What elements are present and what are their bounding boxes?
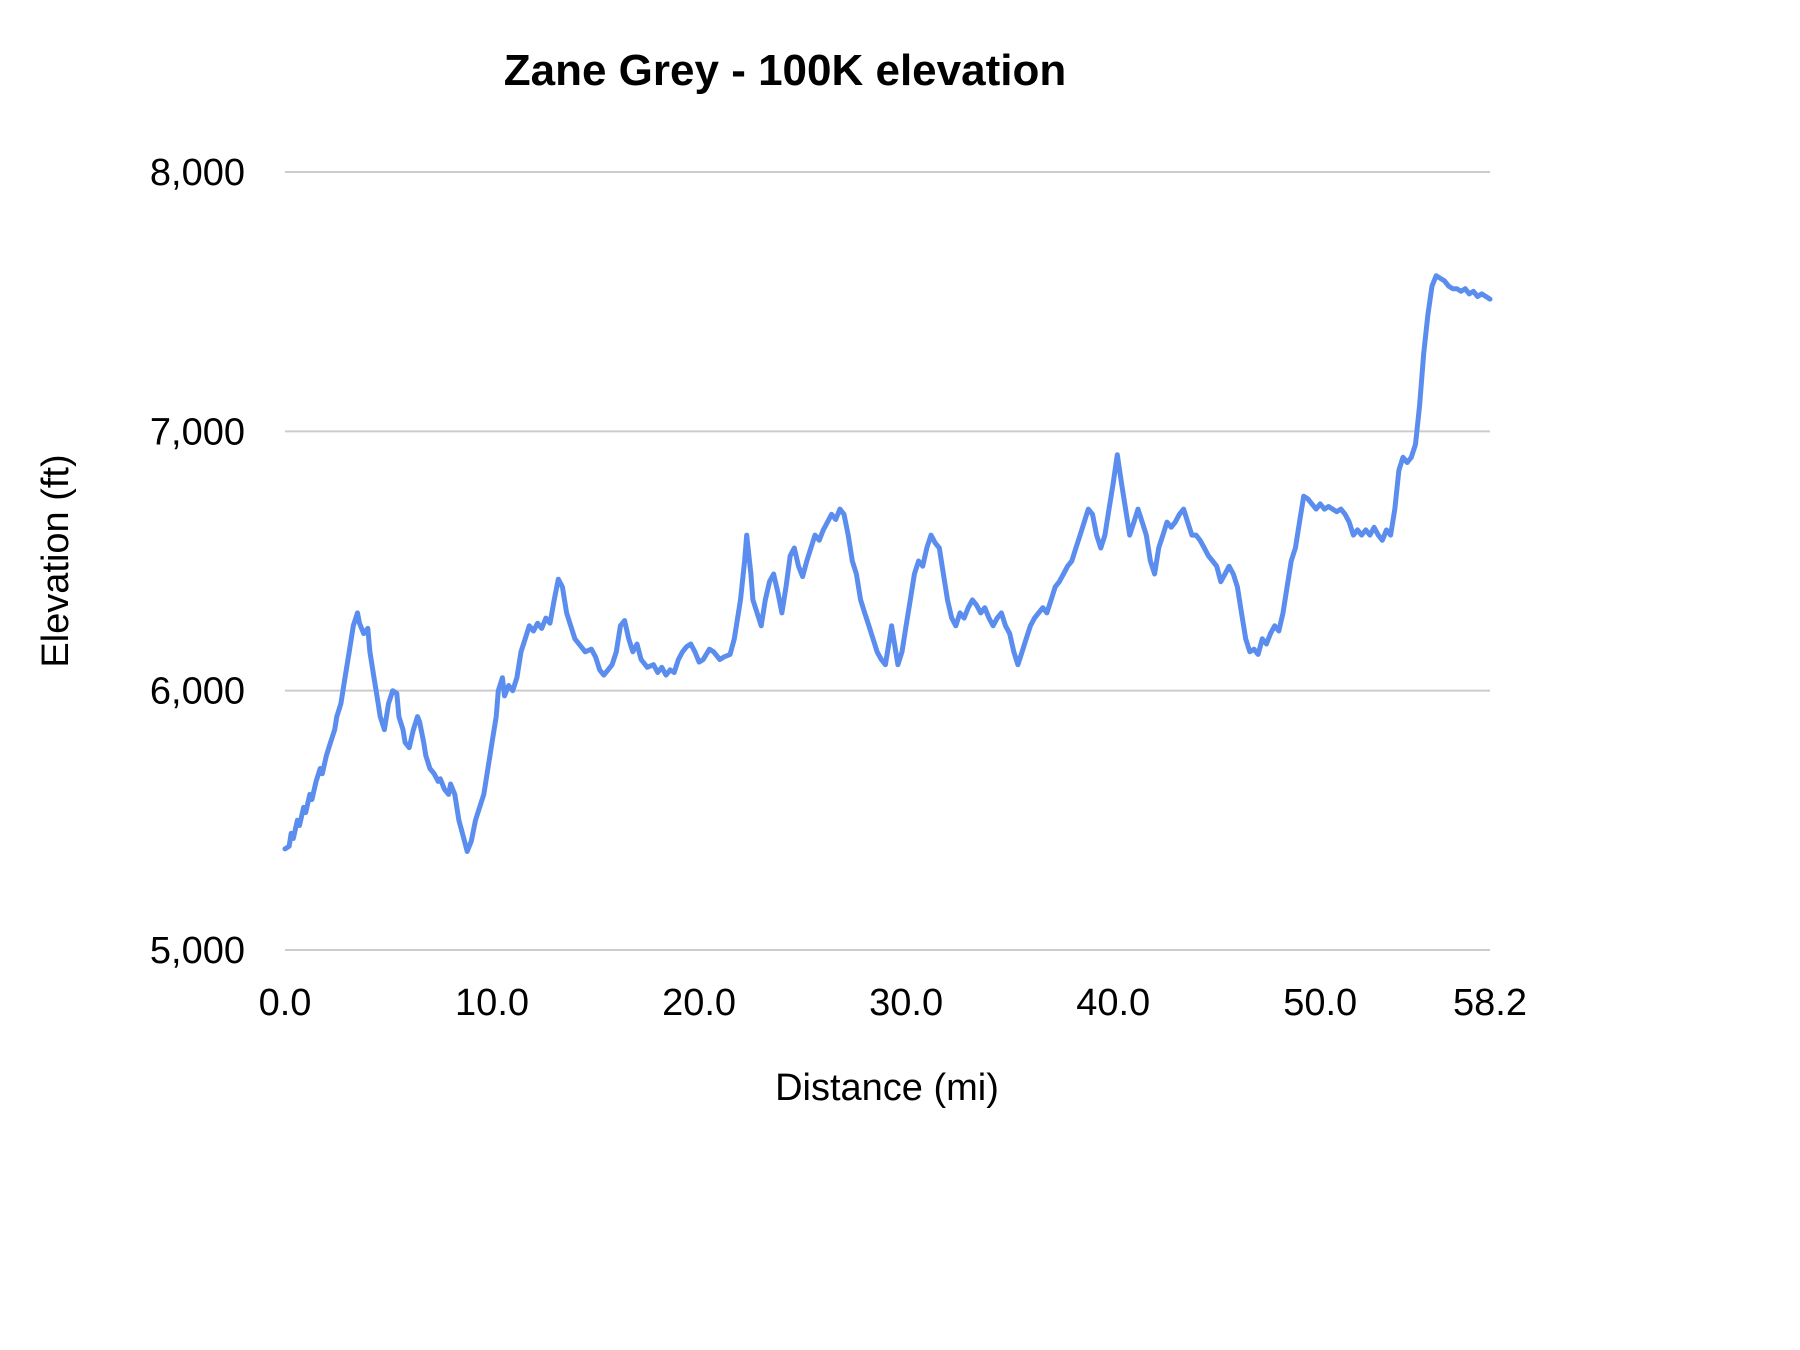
elevation-series bbox=[282, 273, 1493, 854]
y-tick-labels: 5,000 6,000 7,000 8,000 bbox=[150, 152, 245, 972]
x-tick-label: 10.0 bbox=[455, 982, 529, 1024]
x-tick-label: 20.0 bbox=[662, 982, 736, 1024]
y-tick-label: 5,000 bbox=[150, 930, 245, 972]
y-axis-title: Elevation (ft) bbox=[35, 454, 77, 667]
y-tick-label: 7,000 bbox=[150, 411, 245, 453]
elevation-line bbox=[282, 273, 1493, 854]
x-tick-label: 40.0 bbox=[1076, 982, 1150, 1024]
gridlines bbox=[285, 171, 1490, 951]
x-tick-label: 30.0 bbox=[869, 982, 943, 1024]
y-tick-label: 6,000 bbox=[150, 671, 245, 713]
x-tick-label: 0.0 bbox=[259, 982, 312, 1024]
x-tick-label: 50.0 bbox=[1283, 982, 1357, 1024]
x-axis-title: Distance (mi) bbox=[775, 1067, 999, 1109]
chart-title: Zane Grey - 100K elevation bbox=[504, 46, 1066, 95]
y-tick-label: 8,000 bbox=[150, 152, 245, 194]
x-tick-label: 58.2 bbox=[1453, 982, 1527, 1024]
x-tick-labels: 0.0 10.0 20.0 30.0 40.0 50.0 58.2 bbox=[259, 982, 1527, 1024]
